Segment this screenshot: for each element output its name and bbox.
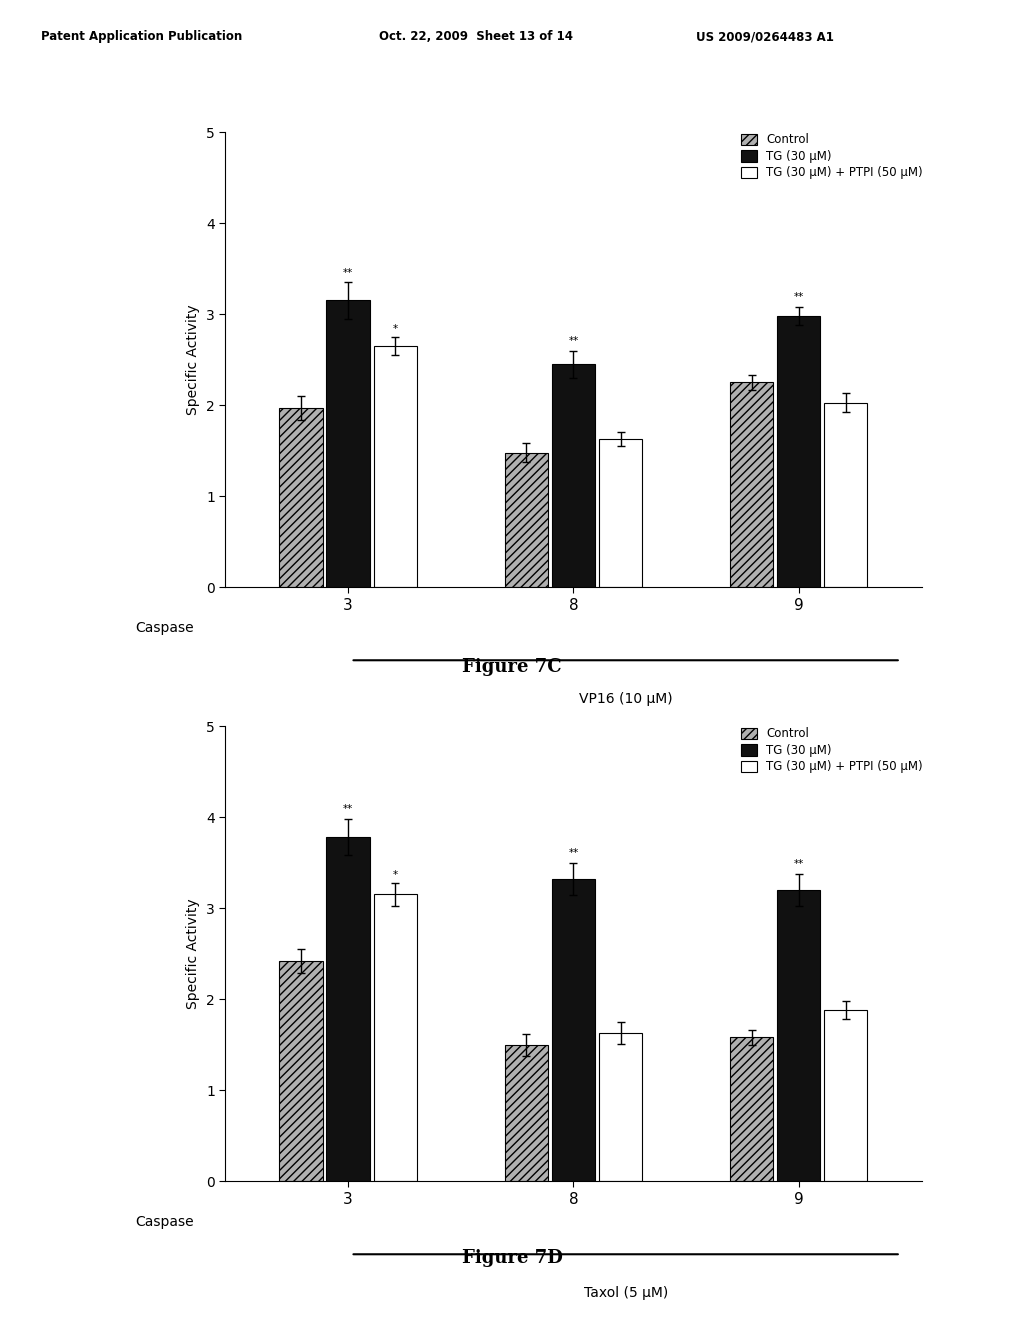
- Text: Caspase: Caspase: [135, 622, 194, 635]
- Bar: [327, 837, 370, 1181]
- Bar: [824, 1010, 867, 1181]
- Text: **: **: [343, 268, 353, 277]
- Text: Taxol (5 μM): Taxol (5 μM): [584, 1286, 668, 1300]
- Bar: [505, 1045, 548, 1181]
- Text: *: *: [392, 325, 398, 334]
- Bar: [280, 961, 323, 1181]
- Text: **: **: [343, 804, 353, 814]
- Bar: [280, 408, 323, 587]
- Bar: [552, 364, 595, 587]
- Legend: Control, TG (30 μM), TG (30 μM) + PTPI (50 μM): Control, TG (30 μM), TG (30 μM) + PTPI (…: [741, 727, 923, 774]
- Bar: [374, 346, 417, 587]
- Text: **: **: [568, 847, 579, 858]
- Bar: [374, 895, 417, 1181]
- Text: **: **: [568, 337, 579, 346]
- Text: Oct. 22, 2009  Sheet 13 of 14: Oct. 22, 2009 Sheet 13 of 14: [379, 30, 572, 44]
- Y-axis label: Specific Activity: Specific Activity: [186, 305, 201, 414]
- Bar: [552, 879, 595, 1181]
- Bar: [777, 315, 820, 587]
- Bar: [327, 301, 370, 587]
- Legend: Control, TG (30 μM), TG (30 μM) + PTPI (50 μM): Control, TG (30 μM), TG (30 μM) + PTPI (…: [741, 133, 923, 180]
- Text: Patent Application Publication: Patent Application Publication: [41, 30, 243, 44]
- Text: *: *: [392, 870, 398, 880]
- Bar: [730, 1038, 773, 1181]
- Bar: [599, 440, 642, 587]
- Text: Caspase: Caspase: [135, 1216, 194, 1229]
- Y-axis label: Specific Activity: Specific Activity: [186, 899, 201, 1008]
- Bar: [730, 383, 773, 587]
- Text: Figure 7C: Figure 7C: [462, 657, 562, 676]
- Bar: [599, 1034, 642, 1181]
- Bar: [777, 890, 820, 1181]
- Text: VP16 (10 μM): VP16 (10 μM): [579, 692, 673, 706]
- Bar: [824, 403, 867, 587]
- Text: Figure 7D: Figure 7D: [462, 1249, 562, 1267]
- Text: **: **: [794, 292, 804, 302]
- Bar: [505, 453, 548, 587]
- Text: **: **: [794, 859, 804, 869]
- Text: US 2009/0264483 A1: US 2009/0264483 A1: [696, 30, 835, 44]
